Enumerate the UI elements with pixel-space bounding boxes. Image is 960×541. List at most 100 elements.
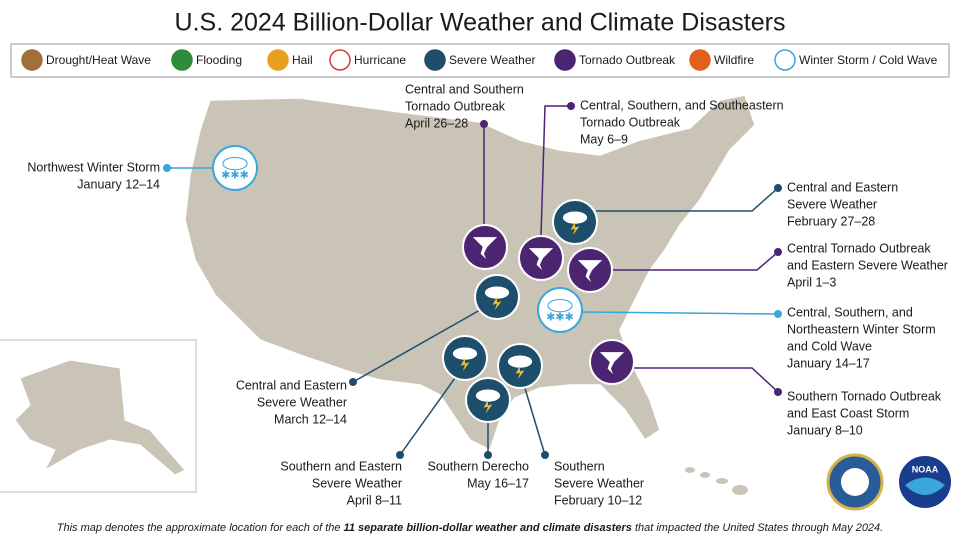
leader-dot bbox=[774, 310, 782, 318]
leader-line bbox=[581, 311, 779, 315]
event-label: Central and Eastern bbox=[787, 180, 898, 194]
footer-bold: 11 separate billion-dollar weather and c… bbox=[344, 522, 632, 534]
event-label: May 16–17 bbox=[467, 476, 529, 490]
alaska-inset bbox=[0, 339, 197, 493]
legend-label: Tornado Outbreak bbox=[579, 53, 676, 67]
event-label: April 26–28 bbox=[405, 116, 468, 130]
event-label: Southern Derecho bbox=[428, 459, 530, 473]
event-label: and Eastern Severe Weather bbox=[787, 258, 948, 272]
legend-item: Winter Storm / Cold Wave bbox=[774, 49, 938, 71]
event-label: Southern Tornado Outbreak bbox=[787, 389, 942, 403]
event-label: March 12–14 bbox=[274, 412, 347, 426]
legend-icon bbox=[774, 49, 796, 71]
bolt-glyph bbox=[570, 222, 580, 236]
cloud-glyph bbox=[475, 389, 501, 402]
cloud-glyph bbox=[507, 355, 533, 368]
legend-item: Wildfire bbox=[689, 49, 754, 71]
leader-dot bbox=[774, 184, 782, 192]
event-label: Central, Southern, and Southeastern bbox=[580, 98, 784, 112]
leader-dot bbox=[349, 378, 357, 386]
legend-icon bbox=[267, 49, 289, 71]
legend-label: Flooding bbox=[196, 53, 242, 67]
event-label: January 14–17 bbox=[787, 356, 870, 370]
legend-icon bbox=[329, 49, 351, 71]
leader-line bbox=[612, 251, 779, 271]
event-label: Tornado Outbreak bbox=[580, 115, 681, 129]
legend-item: Drought/Heat Wave bbox=[21, 49, 151, 71]
hawaii bbox=[685, 467, 748, 495]
legend-item: Severe Weather bbox=[424, 49, 536, 71]
event-label: Southern bbox=[554, 459, 605, 473]
event-label: Southern and Eastern bbox=[280, 459, 402, 473]
legend-item: Flooding bbox=[171, 49, 242, 71]
tornado-glyph bbox=[599, 352, 625, 375]
legend-icon bbox=[424, 49, 446, 71]
leader-line bbox=[540, 105, 571, 237]
event-label: Tornado Outbreak bbox=[405, 99, 506, 113]
leader-dot bbox=[396, 451, 404, 459]
footer-note: This map denotes the approximate locatio… bbox=[57, 522, 883, 534]
event-label: Central and Southern bbox=[405, 82, 524, 96]
event-label: Central, Southern, and bbox=[787, 305, 913, 319]
leader-line bbox=[596, 187, 779, 212]
tornado-glyph bbox=[528, 248, 554, 271]
legend-icon bbox=[689, 49, 711, 71]
leader-dot bbox=[480, 120, 488, 128]
leader-line bbox=[634, 367, 779, 393]
tornado-glyph bbox=[472, 237, 498, 260]
leader-line bbox=[523, 384, 546, 456]
legend-label: Wildfire bbox=[714, 53, 754, 67]
footer-text: that impacted the United States through … bbox=[632, 522, 883, 534]
agency-seals: NOAA bbox=[826, 453, 953, 511]
cloud-glyph bbox=[547, 298, 573, 313]
event-label: Severe Weather bbox=[312, 476, 402, 490]
event-label: February 10–12 bbox=[554, 493, 642, 507]
event-label: May 6–9 bbox=[580, 132, 628, 146]
snow-glyph: ✱✱✱ bbox=[221, 170, 249, 182]
event-label: April 1–3 bbox=[787, 275, 836, 289]
tornado-glyph bbox=[577, 260, 603, 283]
event-label: Northeastern Winter Storm bbox=[787, 322, 936, 336]
legend-label: Severe Weather bbox=[449, 53, 536, 67]
cloud-glyph bbox=[484, 286, 510, 299]
event-label: Central Tornado Outbreak bbox=[787, 241, 931, 255]
legend-item: Hurricane bbox=[329, 49, 406, 71]
event-label: February 27–28 bbox=[787, 214, 875, 228]
cloud-glyph bbox=[222, 156, 248, 171]
leader-dot bbox=[484, 451, 492, 459]
noaa-logo-text: NOAA bbox=[912, 464, 939, 474]
legend-label: Hail bbox=[292, 53, 313, 67]
event-label: and East Coast Storm bbox=[787, 406, 909, 420]
event-label: Severe Weather bbox=[787, 197, 877, 211]
legend-icon bbox=[554, 49, 576, 71]
legend-label: Drought/Heat Wave bbox=[46, 53, 151, 67]
bolt-glyph bbox=[460, 358, 470, 372]
footer-text: This map denotes the approximate locatio… bbox=[57, 522, 344, 534]
legend-label: Hurricane bbox=[354, 53, 406, 67]
legend-label: Winter Storm / Cold Wave bbox=[799, 53, 938, 67]
event-label: Severe Weather bbox=[257, 395, 347, 409]
leader-dot bbox=[774, 388, 782, 396]
legend-item: Tornado Outbreak bbox=[554, 49, 676, 71]
cloud-glyph bbox=[452, 347, 478, 360]
event-label: April 8–11 bbox=[347, 493, 402, 507]
leader-line bbox=[352, 309, 481, 383]
event-label: Severe Weather bbox=[554, 476, 644, 490]
event-label: Central and Eastern bbox=[236, 378, 347, 392]
bolt-glyph bbox=[492, 297, 502, 311]
leader-dot bbox=[163, 164, 171, 172]
leader-dot bbox=[774, 248, 782, 256]
map-title: U.S. 2024 Billion-Dollar Weather and Cli… bbox=[175, 9, 786, 37]
bolt-glyph bbox=[483, 400, 493, 414]
legend-icon bbox=[171, 49, 193, 71]
leader-line bbox=[399, 377, 456, 456]
snow-glyph: ✱✱✱ bbox=[546, 312, 574, 324]
legend-item: Hail bbox=[267, 49, 313, 71]
event-label: and Cold Wave bbox=[787, 339, 872, 353]
bolt-glyph bbox=[515, 366, 525, 380]
leader-dot bbox=[567, 102, 575, 110]
event-label: Northwest Winter Storm bbox=[27, 160, 160, 174]
leader-dot bbox=[541, 451, 549, 459]
event-label: January 8–10 bbox=[787, 423, 863, 437]
